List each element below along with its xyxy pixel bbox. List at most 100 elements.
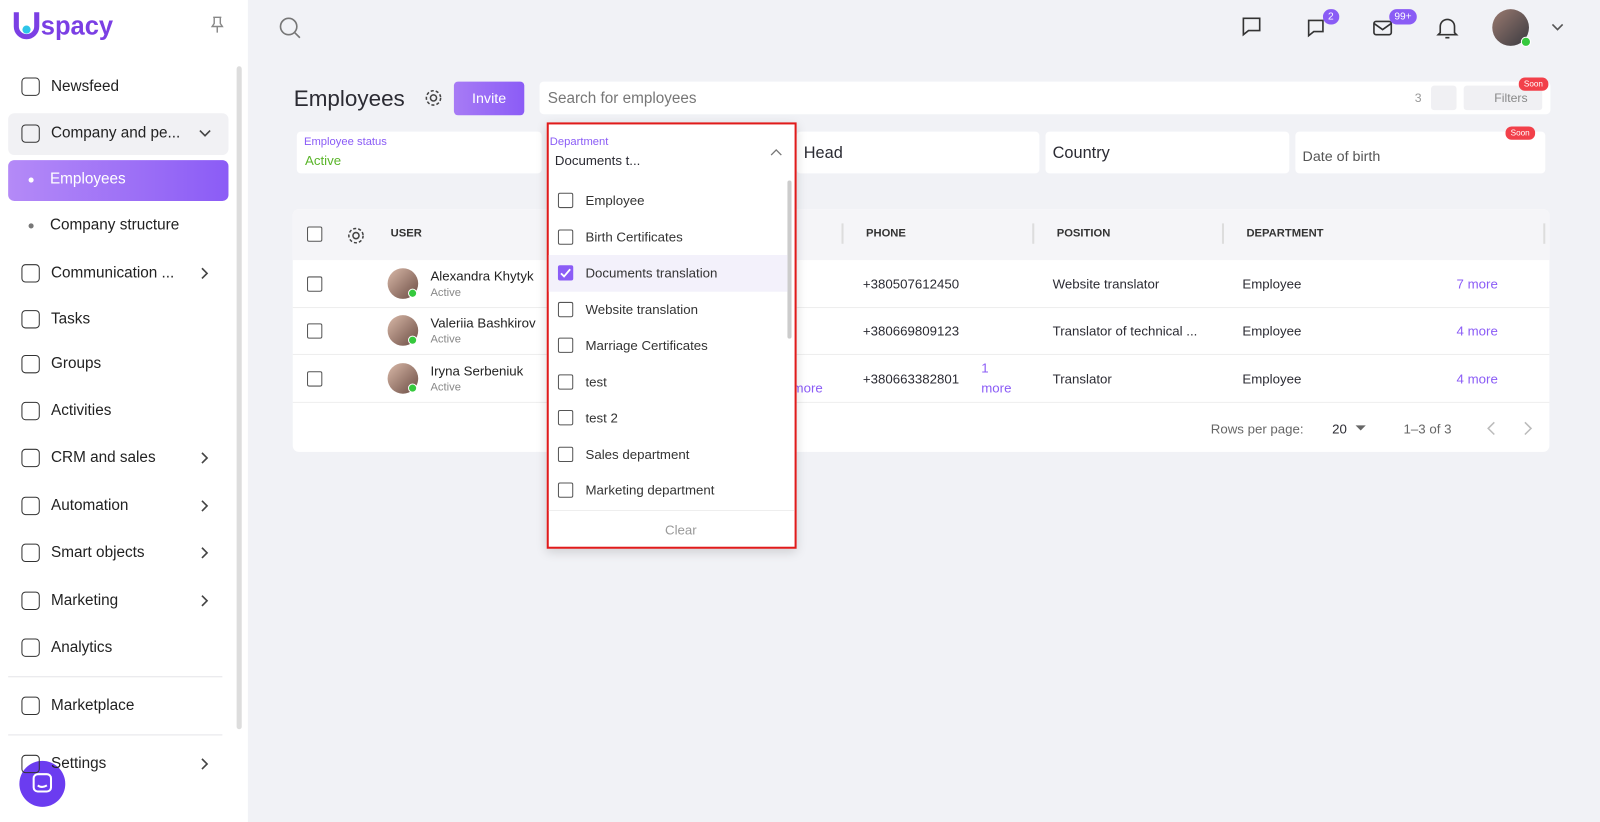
nav-icon: [21, 448, 40, 468]
phone-more-count[interactable]: 1: [981, 360, 989, 376]
nav-icon: [21, 638, 40, 657]
nav-icon: [21, 696, 40, 716]
settings-icon[interactable]: [424, 89, 442, 107]
nav-item[interactable]: Employees: [49, 170, 126, 188]
option-label[interactable]: Marriage Certificates: [585, 337, 708, 353]
rows-dropdown-arrow[interactable]: [1355, 424, 1367, 432]
pin-icon[interactable]: [209, 15, 225, 33]
logo-icon: [13, 12, 40, 40]
bell-icon[interactable]: [1436, 16, 1459, 40]
nav-icon: [21, 77, 40, 96]
nav-icon: [21, 310, 40, 329]
nav-item[interactable]: Automation: [51, 496, 129, 515]
columns-settings-icon[interactable]: [347, 226, 365, 244]
nav-divider: [8, 734, 223, 736]
option-label[interactable]: Employee: [585, 192, 645, 209]
nav-item[interactable]: Settings: [51, 754, 107, 773]
country-filter[interactable]: [1045, 131, 1290, 174]
nav-item[interactable]: Marketing: [51, 591, 119, 609]
row-checkbox[interactable]: [307, 276, 323, 292]
option-checkbox[interactable]: [557, 192, 574, 209]
column-header[interactable]: PHONE: [865, 227, 906, 240]
option-label[interactable]: Website translation: [585, 301, 699, 317]
dropdown-arrow[interactable]: [770, 149, 782, 157]
dropdown-scrollbar: [787, 180, 792, 339]
user-menu-arrow[interactable]: [1550, 22, 1564, 32]
option-label[interactable]: Documents translation: [585, 265, 718, 281]
nav-icon: [21, 591, 40, 610]
employee-position: Translator of technical ...: [1052, 323, 1198, 339]
option-checkbox[interactable]: [557, 265, 574, 281]
page-title: Employees: [293, 85, 405, 112]
nav-icon: [21, 264, 40, 283]
soon-badge: Soon: [1505, 126, 1535, 140]
clear-search-button[interactable]: [1431, 85, 1457, 111]
option-label[interactable]: Birth Certificates: [585, 228, 683, 245]
employee-name[interactable]: Iryna Serbeniuk: [430, 363, 524, 379]
chat-button[interactable]: [19, 760, 66, 807]
column-separator: [1543, 223, 1546, 244]
hidden-more[interactable]: more: [792, 380, 823, 396]
select-all-checkbox[interactable]: [307, 226, 323, 242]
status-filter[interactable]: [296, 131, 542, 174]
department-more[interactable]: 4 more: [1456, 323, 1498, 339]
nav-item[interactable]: Groups: [51, 354, 102, 373]
column-header[interactable]: DEPARTMENT: [1246, 227, 1324, 240]
search-box[interactable]: [539, 81, 1551, 115]
department-more[interactable]: 4 more: [1456, 371, 1498, 387]
option-checkbox[interactable]: [557, 301, 574, 317]
nav-item[interactable]: Tasks: [51, 310, 91, 328]
nav-item[interactable]: CRM and sales: [51, 448, 156, 467]
search-icon[interactable]: [278, 16, 302, 40]
option-label[interactable]: Marketing department: [585, 482, 715, 498]
nav-bullet: [28, 177, 34, 183]
column-header[interactable]: POSITION: [1056, 227, 1111, 240]
page-arrows[interactable]: [1484, 421, 1535, 436]
invite-button[interactable]: Invite: [453, 81, 525, 116]
department-more[interactable]: 7 more: [1456, 276, 1498, 292]
page-range: 1–3 of 3: [1403, 421, 1452, 437]
column-separator: [841, 223, 844, 244]
nav-arrow: [201, 595, 209, 607]
table-header: [292, 209, 1550, 261]
nav-bullet: [28, 223, 34, 229]
nav-icon: [21, 354, 40, 374]
option-checkbox[interactable]: [557, 482, 574, 498]
option-checkbox[interactable]: [557, 337, 574, 353]
nav-item[interactable]: Newsfeed: [51, 77, 120, 95]
head-filter[interactable]: [796, 131, 1040, 174]
employee-phone: +380669809123: [862, 323, 960, 339]
birth-filter[interactable]: [1295, 131, 1546, 174]
employee-name[interactable]: Valeriia Bashkirov: [430, 315, 536, 331]
clear-button[interactable]: Clear: [548, 510, 795, 548]
row-checkbox[interactable]: [307, 371, 323, 387]
nav-item[interactable]: Smart objects: [51, 543, 145, 561]
option-checkbox[interactable]: [557, 410, 574, 426]
column-separator: [1221, 223, 1224, 244]
option-label[interactable]: test 2: [585, 410, 618, 426]
option-checkbox[interactable]: [557, 228, 574, 245]
nav-item[interactable]: Company structure: [49, 216, 180, 234]
nav-item[interactable]: Analytics: [51, 638, 113, 656]
option-checkbox[interactable]: [557, 373, 574, 390]
nav-item[interactable]: Company and pe...: [51, 124, 181, 142]
nav-item[interactable]: Marketplace: [51, 696, 135, 714]
row-checkbox[interactable]: [307, 323, 323, 339]
nav-item[interactable]: Activities: [51, 401, 112, 420]
option-checkbox[interactable]: [557, 446, 574, 462]
nav-arrow: [201, 267, 209, 280]
nav-item[interactable]: Communication ...: [51, 264, 175, 282]
nav-arrow: [201, 758, 209, 770]
employee-name[interactable]: Alexandra Khytyk: [430, 268, 534, 284]
option-label[interactable]: test: [585, 373, 607, 390]
mail-icon[interactable]: [1372, 18, 1394, 38]
rows-per-page-value[interactable]: 20: [1332, 421, 1347, 437]
nav-divider: [8, 676, 223, 678]
employee-position: Translator: [1052, 371, 1112, 387]
nav-arrow: [201, 500, 209, 512]
phone-more[interactable]: more: [981, 380, 1012, 396]
column-header[interactable]: USER: [390, 227, 422, 240]
option-label[interactable]: Sales department: [585, 446, 690, 462]
messages-icon[interactable]: [1240, 15, 1262, 37]
chats-icon[interactable]: [1306, 17, 1328, 39]
